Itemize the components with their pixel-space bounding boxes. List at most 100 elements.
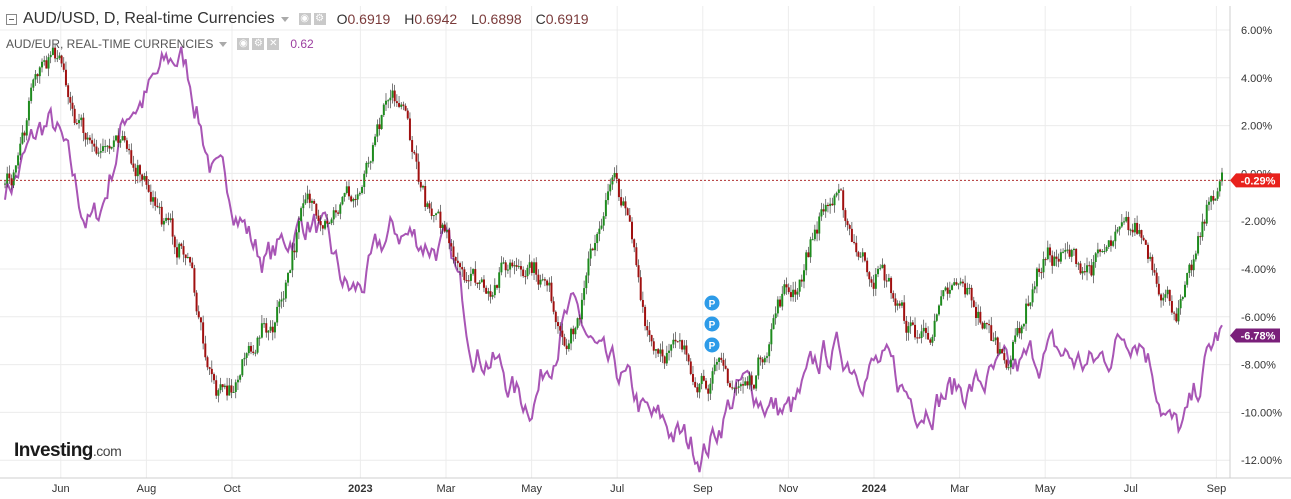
candle-body — [32, 79, 35, 88]
event-marker-label[interactable]: P — [709, 320, 716, 331]
x-tick-label: Mar — [950, 483, 969, 495]
candle-body — [143, 176, 146, 180]
candle-body — [552, 301, 555, 312]
settings-icon[interactable]: ⚙ — [313, 13, 326, 25]
candle-body — [1164, 294, 1167, 298]
candle-body — [818, 216, 821, 234]
candle-body — [25, 120, 28, 136]
candle-body — [746, 381, 749, 386]
candle-body — [931, 336, 934, 343]
candle-body — [1157, 283, 1160, 295]
candle-body — [493, 285, 496, 296]
candle-body — [14, 165, 17, 173]
candle-body — [347, 186, 350, 197]
x-tick-label: Sep — [693, 483, 713, 495]
candle-body — [1094, 253, 1097, 263]
y-tick-label: -10.00% — [1241, 407, 1282, 419]
main-symbol-title[interactable]: AUD/USD, D, Real-time Currencies — [23, 10, 275, 27]
candle-body — [250, 345, 253, 352]
candle-body — [62, 63, 65, 70]
candle-body — [154, 197, 157, 206]
candle-body — [252, 351, 255, 353]
candle-body — [911, 322, 914, 325]
candle-body — [38, 67, 41, 77]
candle-body — [265, 323, 268, 333]
event-marker-label[interactable]: P — [709, 299, 716, 310]
candle-body — [868, 272, 871, 280]
candle-body — [317, 215, 320, 222]
event-marker[interactable] — [704, 295, 720, 311]
candle-body — [474, 269, 477, 283]
candle-body — [110, 146, 113, 149]
compare-symbol-title[interactable]: AUD/EUR, REAL-TIME CURRENCIES — [6, 37, 214, 51]
candle-body — [929, 339, 932, 343]
visibility-icon[interactable]: ◉ — [298, 13, 311, 25]
candle-body — [1120, 222, 1123, 227]
candle-body — [543, 279, 546, 281]
candle-body — [356, 194, 359, 200]
candle-body — [197, 311, 200, 318]
candle-body — [1129, 229, 1132, 231]
candle-body — [1020, 326, 1023, 334]
candle-body — [1166, 289, 1169, 295]
chevron-down-icon[interactable] — [219, 41, 228, 47]
high-value: 0.6942 — [414, 11, 458, 27]
candle-body — [1090, 265, 1093, 276]
collapse-legend-button[interactable] — [6, 13, 17, 25]
candle-body — [496, 285, 499, 288]
candle-body — [413, 151, 416, 154]
candle-body — [1114, 231, 1117, 242]
event-marker-label[interactable]: P — [709, 341, 716, 352]
candle-body — [772, 318, 775, 330]
candle-body — [1086, 265, 1089, 273]
candle-body — [97, 152, 100, 154]
settings-icon[interactable]: ⚙ — [252, 38, 265, 50]
candle-body — [968, 287, 971, 289]
candle-body — [578, 318, 581, 320]
candle-body — [439, 211, 442, 228]
candle-body — [60, 55, 63, 64]
visibility-icon[interactable]: ◉ — [237, 38, 250, 50]
event-marker[interactable] — [704, 337, 720, 353]
candle-body — [1153, 270, 1156, 273]
candle-body — [696, 387, 699, 393]
candle-body — [389, 97, 392, 101]
candle-body — [768, 344, 771, 357]
candle-body — [134, 167, 137, 177]
candle-body — [502, 262, 505, 264]
candle-body — [374, 136, 377, 146]
compare-legend: AUD/EUR, REAL-TIME CURRENCIES ◉ ⚙ ✕ 0.62 — [6, 37, 314, 51]
candle-body — [565, 345, 568, 350]
candle-body — [125, 140, 128, 149]
candle-body — [785, 284, 788, 288]
close-icon[interactable]: ✕ — [267, 38, 280, 50]
candle-body — [593, 243, 596, 251]
candle-body — [517, 266, 520, 268]
candle-body — [352, 198, 355, 202]
candle-body — [1031, 289, 1034, 303]
low-value: 0.6898 — [478, 11, 522, 27]
candle-body — [27, 100, 30, 121]
candle-body — [798, 279, 801, 292]
candle-body — [456, 260, 459, 264]
candle-body — [870, 279, 873, 283]
candle-body — [47, 57, 50, 69]
candle-body — [611, 177, 614, 185]
open-value: 0.6919 — [347, 11, 391, 27]
candle-body — [1136, 222, 1139, 234]
candle-body — [302, 203, 305, 209]
candle-body — [650, 335, 653, 342]
candle-body — [278, 301, 281, 307]
x-tick-label: Oct — [223, 483, 240, 495]
chevron-down-icon[interactable] — [280, 16, 289, 22]
candle-body — [54, 47, 57, 59]
candle-body — [1216, 191, 1219, 199]
candle-body — [1199, 236, 1202, 238]
x-tick-label: Nov — [779, 483, 799, 495]
event-marker[interactable] — [704, 316, 720, 332]
candle-body — [744, 381, 747, 386]
candle-body — [909, 322, 912, 327]
candle-body — [548, 282, 551, 286]
candle-body — [539, 279, 542, 285]
